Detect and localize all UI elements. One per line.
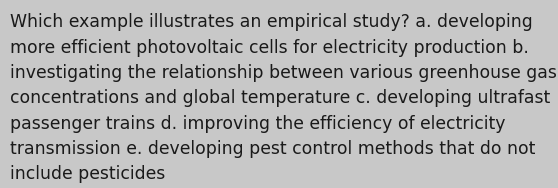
Text: include pesticides: include pesticides [10,165,165,183]
Text: investigating the relationship between various greenhouse gas: investigating the relationship between v… [10,64,557,82]
Text: passenger trains d. improving the efficiency of electricity: passenger trains d. improving the effici… [10,115,506,133]
Text: concentrations and global temperature c. developing ultrafast: concentrations and global temperature c.… [10,89,550,107]
Text: transmission e. developing pest control methods that do not: transmission e. developing pest control … [10,140,536,158]
Text: more efficient photovoltaic cells for electricity production b.: more efficient photovoltaic cells for el… [10,39,529,57]
Text: Which example illustrates an empirical study? a. developing: Which example illustrates an empirical s… [10,13,533,31]
